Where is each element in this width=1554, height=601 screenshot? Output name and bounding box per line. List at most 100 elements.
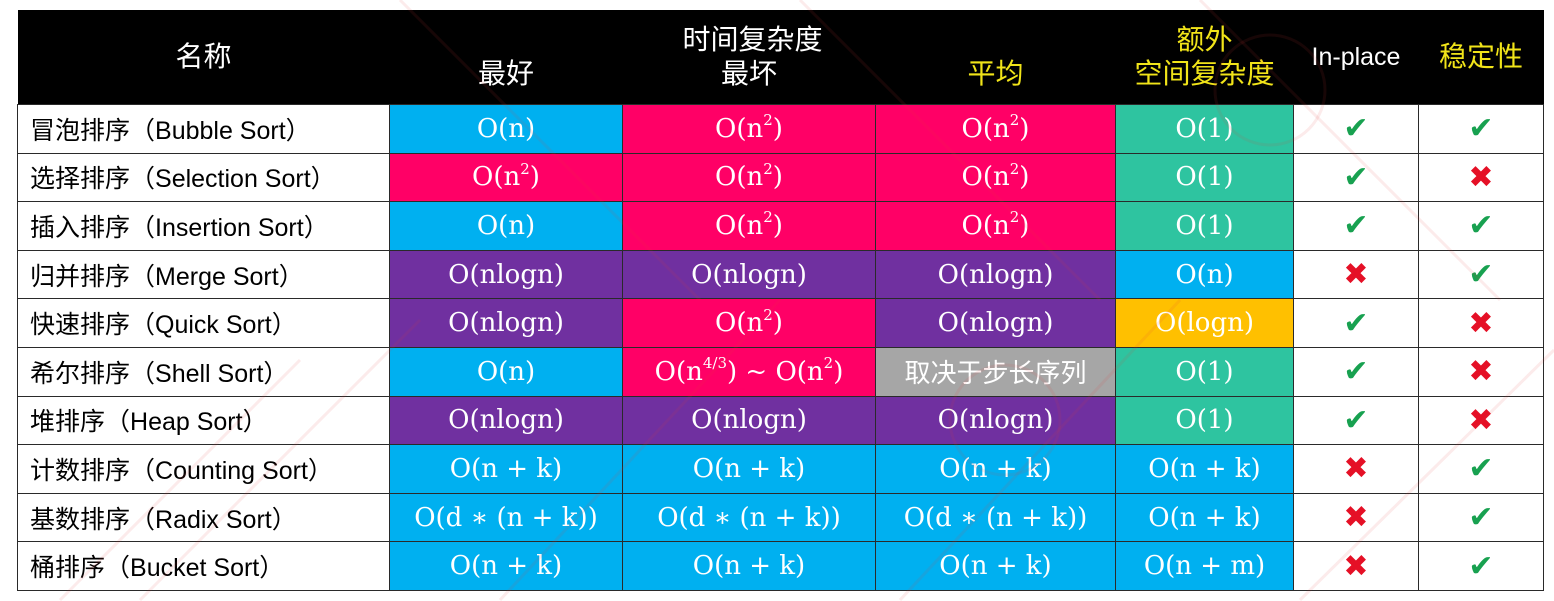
complexity-text: ) (772, 113, 783, 144)
algorithm-name-zh: ） (307, 455, 333, 485)
check-icon: ✔ (1468, 548, 1494, 584)
algorithm-name-zh: ） (278, 261, 304, 291)
check-icon: ✔ (1468, 208, 1494, 244)
complexity-text: O(n (715, 113, 764, 144)
algorithm-name-en: Quick Sort (155, 311, 272, 340)
table-row: 桶排序（Bucket Sort） O(n + k) O(n + k) O(n + k)… (17, 541, 1544, 591)
best-complexity-cell: O(n) (389, 346, 623, 397)
complexity-text: 取决于步长序列 (904, 359, 1087, 390)
exponent: 4/3 (702, 354, 727, 373)
complexity-text: O(n + k) (449, 551, 563, 582)
worst-complexity-cell: O(d ∗ (n + k)) (622, 492, 876, 543)
average-complexity-cell: O(d ∗ (n + k)) (875, 492, 1116, 543)
exponent: 2 (1009, 208, 1020, 227)
stable-cell: ✔ (1418, 249, 1544, 300)
table-row: 归并排序（Merge Sort） O(nlogn) O(nlogn) O(nlogn)… (17, 249, 1544, 300)
complexity-text: O(n) (476, 356, 536, 387)
table-row: 堆排序（Heap Sort） O(nlogn) O(nlogn) O(nlogn) O(… (17, 395, 1544, 446)
worst-complexity-cell: O(n4/3) ~ O(n2) (622, 346, 876, 397)
complexity-text: O(n (715, 210, 764, 241)
algorithm-name-en: Bubble Sort (155, 116, 286, 145)
header-name: 名称 (17, 10, 390, 105)
space-complexity-cell: O(1) (1115, 104, 1294, 154)
average-complexity-cell: O(n2) (875, 152, 1116, 203)
complexity-text: O(1) (1175, 405, 1234, 436)
algorithm-name-zh: ） (285, 115, 311, 145)
complexity-text: O(n + k) (939, 453, 1052, 484)
algorithm-name-zh: ） (271, 504, 297, 534)
algorithm-name-en: Selection Sort (155, 165, 311, 194)
algorithm-name: 希尔排序（Shell Sort） (17, 346, 390, 397)
check-icon: ✔ (1468, 111, 1494, 147)
stable-cell: ✔ (1418, 104, 1544, 154)
complexity-text: O(n + k) (1148, 453, 1261, 484)
space-complexity-cell: O(n + k) (1115, 444, 1294, 494)
complexity-text: O(nlogn) (448, 405, 564, 436)
algorithm-name-en: Counting Sort (155, 456, 308, 485)
stable-cell: ✔ (1418, 201, 1544, 251)
complexity-text: O(n (961, 210, 1010, 241)
complexity-text: O(n (654, 356, 703, 387)
best-complexity-cell: O(n + k) (389, 541, 623, 591)
average-complexity-cell: 取决于步长序列 (875, 346, 1116, 397)
algorithm-name-zh: ） (263, 358, 289, 388)
algorithm-name-zh: ） (259, 553, 285, 583)
algorithm-name: 桶排序（Bucket Sort） (17, 541, 390, 591)
exponent: 2 (763, 208, 773, 227)
table-row: 基数排序（Radix Sort） O(d ∗ (n + k)) O(d ∗ (n +… (17, 492, 1544, 543)
header-average: 平均 (875, 57, 1116, 105)
complexity-text: O(n (715, 308, 764, 339)
check-icon: ✔ (1468, 451, 1494, 487)
table-row: 计数排序（Counting Sort） O(n + k) O(n + k) O(n +… (17, 444, 1544, 494)
space-complexity-cell: O(logn) (1115, 298, 1294, 348)
complexity-text: O(n) (476, 113, 536, 144)
average-complexity-cell: O(n + k) (875, 444, 1116, 494)
complexity-text: O(n + m) (1143, 551, 1266, 582)
complexity-text: O(nlogn) (448, 259, 564, 290)
algorithm-name-en: Shell Sort (155, 359, 264, 388)
algorithm-name-zh: 计数排序（ (30, 455, 156, 485)
space-complexity-cell: O(1) (1115, 395, 1294, 446)
algorithm-name-zh: ） (310, 164, 336, 194)
algorithm-name-zh: 插入排序（ (30, 212, 156, 242)
check-icon: ✔ (1468, 257, 1494, 293)
algorithm-name: 插入排序（Insertion Sort） (17, 201, 390, 251)
exponent: 2 (763, 305, 773, 324)
average-complexity-cell: O(n2) (875, 201, 1116, 251)
average-complexity-cell: O(n2) (875, 104, 1116, 154)
algorithm-name-zh: 归并排序（ (30, 261, 156, 291)
header-extra-space-line1: 额外 (1115, 10, 1294, 57)
worst-complexity-cell: O(n2) (622, 152, 876, 203)
complexity-text: O(d ∗ (n + k)) (657, 502, 841, 533)
complexity-text: O(d ∗ (n + k)) (414, 502, 598, 533)
complexity-text: ) ~ O(n (726, 356, 824, 387)
cross-icon: ✖ (1468, 305, 1494, 341)
exponent: 2 (823, 354, 834, 373)
complexity-text: O(1) (1175, 356, 1234, 387)
algorithm-name-zh: 基数排序（ (30, 504, 156, 534)
best-complexity-cell: O(d ∗ (n + k)) (389, 492, 623, 543)
stable-cell: ✖ (1418, 298, 1544, 348)
complexity-text: O(n) (476, 210, 536, 241)
best-complexity-cell: O(nlogn) (389, 249, 623, 300)
complexity-text: ) (1019, 113, 1030, 144)
average-complexity-cell: O(nlogn) (875, 249, 1116, 300)
complexity-text: O(nlogn) (937, 405, 1054, 436)
complexity-text: O(nlogn) (937, 259, 1054, 290)
algorithm-name-zh: 选择排序（ (30, 164, 156, 194)
worst-complexity-cell: O(n2) (622, 201, 876, 251)
complexity-text: ) (772, 308, 783, 339)
best-complexity-cell: O(n + k) (389, 444, 623, 494)
exponent: 2 (1009, 159, 1020, 178)
complexity-text: O(n) (1175, 259, 1234, 290)
complexity-text: O(logn) (1155, 308, 1254, 339)
algorithm-name-zh: 桶排序（ (30, 553, 131, 583)
check-icon: ✔ (1343, 111, 1369, 147)
average-complexity-cell: O(nlogn) (875, 395, 1116, 446)
best-complexity-cell: O(nlogn) (389, 298, 623, 348)
check-icon: ✔ (1343, 305, 1369, 341)
complexity-text: O(1) (1175, 210, 1234, 241)
algorithm-name-en: Radix Sort (155, 505, 272, 534)
algorithm-name-en: Merge Sort (155, 262, 279, 291)
algorithm-name: 堆排序（Heap Sort） (17, 395, 390, 446)
